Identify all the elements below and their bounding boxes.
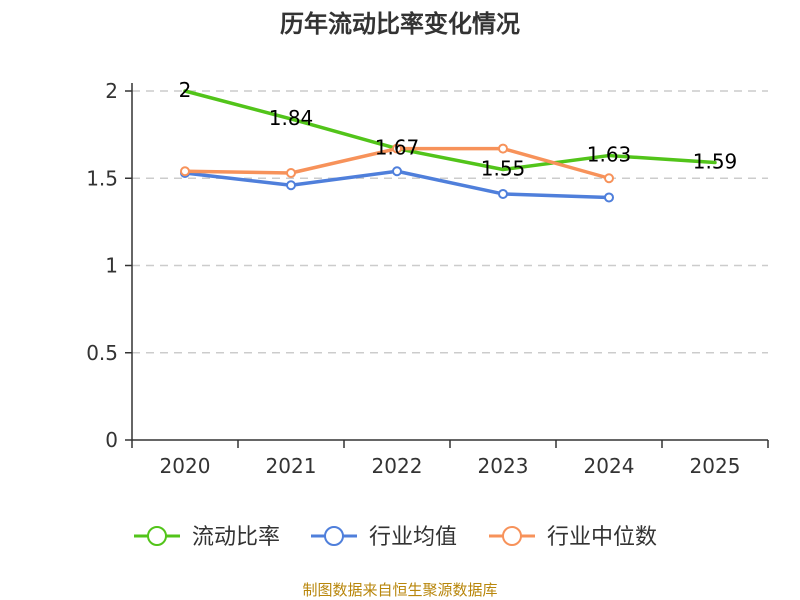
x-tick-label: 2024 bbox=[584, 454, 635, 478]
x-tick-label: 2023 bbox=[478, 454, 529, 478]
data-point bbox=[498, 188, 508, 199]
data-point bbox=[498, 143, 508, 154]
data-point bbox=[286, 180, 296, 191]
x-tick-label: 2020 bbox=[160, 454, 211, 478]
chart-title: 历年流动比率变化情况 bbox=[280, 10, 520, 38]
data-point bbox=[392, 166, 402, 177]
y-tick-label: 1 bbox=[105, 254, 118, 278]
legend-label: 行业中位数 bbox=[547, 525, 657, 550]
x-tick-label: 2021 bbox=[266, 454, 317, 478]
data-label: 1.67 bbox=[375, 136, 420, 160]
series-layer bbox=[180, 89, 717, 203]
grid-lines bbox=[132, 90, 768, 354]
source-note: 制图数据来自恒生聚源数据库 bbox=[302, 581, 497, 599]
legend-item: 行业均值 bbox=[311, 525, 457, 550]
x-tick-label: 2022 bbox=[372, 454, 423, 478]
series-line bbox=[183, 89, 717, 172]
legend-marker bbox=[147, 526, 167, 546]
data-label: 1.55 bbox=[481, 157, 526, 181]
data-point bbox=[286, 168, 296, 179]
data-point bbox=[604, 173, 614, 184]
data-label: 2 bbox=[179, 78, 192, 102]
data-label: 1.59 bbox=[693, 150, 738, 174]
legend-label: 行业均值 bbox=[369, 525, 457, 550]
y-tick-label: 0.5 bbox=[86, 341, 118, 365]
axes: 0 0.5 1 1.5 2 2020 2021 2022 2023 2024 2025 bbox=[86, 79, 769, 478]
legend-item: 行业中位数 bbox=[489, 525, 657, 550]
y-tick-label: 2 bbox=[105, 79, 118, 103]
data-label: 1.63 bbox=[587, 143, 632, 167]
legend: 流动比率 行业均值 行业中位数 bbox=[134, 525, 657, 550]
legend-marker bbox=[502, 526, 522, 546]
series-1 bbox=[183, 89, 717, 172]
series-3 bbox=[180, 143, 614, 184]
data-labels: 2 1.84 1.67 1.55 1.63 1.59 bbox=[179, 78, 738, 181]
data-point bbox=[180, 166, 190, 177]
data-point bbox=[604, 192, 614, 203]
legend-marker bbox=[324, 526, 344, 546]
x-tick-label: 2025 bbox=[690, 454, 741, 478]
data-label: 1.84 bbox=[269, 106, 314, 130]
y-tick-label: 1.5 bbox=[86, 166, 118, 190]
y-tick-label: 0 bbox=[105, 428, 118, 452]
legend-item: 流动比率 bbox=[134, 525, 280, 550]
legend-label: 流动比率 bbox=[192, 525, 280, 550]
data-point bbox=[392, 143, 402, 154]
